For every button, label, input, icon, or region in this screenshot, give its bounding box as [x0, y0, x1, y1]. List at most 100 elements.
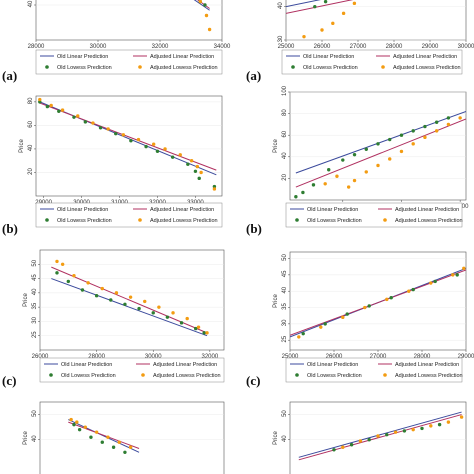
legend-label-old-linear: Old Linear Prediction: [303, 54, 354, 60]
adjusted-lowess-point: [331, 21, 335, 26]
panel-5: 25303540455026000280003000032000DemandPr…: [2, 249, 225, 388]
y-axis-label: Price: [273, 431, 279, 445]
panel-label: (c): [246, 373, 260, 388]
legend-label-adjusted-lowess: Adjusted Lowess Prediction: [150, 65, 218, 71]
adjusted-lowess-point: [388, 157, 392, 161]
y-tick-label: 40: [282, 286, 288, 293]
old-lowess-point: [155, 149, 160, 153]
legend-label-adjusted-lowess: Adjusted Lowess Prediction: [395, 373, 463, 379]
adjusted-lowess-point: [364, 170, 368, 174]
adjusted-lowess-point: [55, 259, 59, 264]
adjusted-lowess-point: [407, 289, 411, 293]
adjusted-lowess-point: [458, 116, 462, 120]
y-tick-label: 80: [282, 109, 288, 116]
old-lowess-point: [55, 271, 59, 275]
old-lowess-point: [341, 158, 345, 162]
adjusted-lowess-point: [341, 315, 345, 320]
panel-label: (a): [2, 68, 17, 83]
y-tick-label: 20: [28, 167, 34, 174]
adjusted-lowess-point: [423, 135, 427, 140]
y-tick-label: 60: [28, 120, 34, 127]
plot-frame: [35, 0, 223, 41]
adjusted-lowess-point: [60, 108, 65, 112]
y-tick-label: 50: [32, 259, 38, 266]
old-lowess-point: [364, 147, 368, 151]
adjusted-lowess-point: [459, 415, 464, 419]
old-lowess-point: [323, 0, 328, 4]
old-lowess-point: [186, 162, 190, 166]
adjusted-lowess-point: [76, 114, 80, 118]
y-tick-label: 30: [278, 35, 284, 42]
x-tick-label: 26000: [326, 354, 343, 360]
old-lowess-point: [349, 443, 354, 447]
y-axis-label: Price: [273, 139, 279, 153]
legend-swatch-adjusted-lowess: [141, 373, 145, 377]
adjusted-lowess-point: [352, 178, 357, 183]
old-lowess-point: [388, 137, 392, 142]
x-tick-label: 27000: [350, 44, 367, 50]
y-tick-label: 40: [282, 152, 288, 159]
old-lowess-point: [411, 287, 415, 292]
adjusted-lowess-point: [319, 325, 323, 329]
plot-area: [51, 259, 209, 337]
old-lowess-point: [399, 133, 404, 137]
y-tick-label: 35: [32, 302, 38, 309]
legend-label-old-lowess: Old Lowess Prediction: [61, 373, 116, 379]
old-lowess-point: [420, 426, 424, 431]
adjusted-lowess-point: [196, 325, 201, 329]
plot-area: [68, 417, 140, 454]
old-lowess-point: [323, 322, 327, 326]
y-tick-label: 45: [32, 274, 38, 281]
y-tick-label: 50: [282, 410, 288, 417]
old-lowess-point: [193, 169, 198, 173]
adjusted-lowess-point: [83, 425, 87, 429]
adjusted-lowess-point: [128, 295, 133, 299]
legend-label-old-lowess: Old Lowess Prediction: [307, 218, 362, 224]
x-tick-label: 28000: [88, 354, 105, 360]
old-lowess-point: [437, 422, 442, 427]
old-lowess-point: [100, 440, 104, 444]
adjusted-lowess-point: [185, 316, 189, 321]
old-lowess-point: [434, 120, 439, 124]
old-lowess-point: [114, 131, 118, 136]
old-lowess-point: [123, 450, 127, 454]
legend-box: [35, 49, 223, 75]
old-lowess-point: [77, 427, 82, 432]
adjusted-lowess-point: [128, 445, 133, 449]
adjusted-lowess-point: [446, 420, 451, 424]
old-lowess-point: [98, 126, 103, 130]
adjusted-linear-line: [68, 421, 140, 449]
x-tick-label: 34000: [214, 44, 231, 50]
x-tick-label: 26000: [314, 44, 331, 50]
y-tick-label: 35: [282, 303, 288, 310]
legend-label-old-linear: Old Linear Prediction: [57, 207, 108, 213]
panel-8: 40 50 Price: [273, 401, 467, 474]
adjusted-lowess-point: [106, 435, 110, 439]
y-axis-label: Price: [19, 139, 25, 153]
adjusted-lowess-point: [352, 1, 357, 6]
x-tick-label: 30000: [90, 44, 107, 50]
old-lowess-point: [203, 3, 207, 7]
legend-swatch-old-lowess: [45, 65, 49, 69]
legend-label-adjusted-linear: Adjusted Linear Prediction: [150, 54, 214, 60]
y-tick-label: 40: [28, 144, 34, 151]
old-linear-line: [68, 419, 140, 453]
old-lowess-point: [376, 142, 380, 146]
adjusted-lowess-point: [49, 103, 53, 108]
adjusted-lowess-point: [393, 430, 398, 434]
panel-3: 204060802900030000310003200033000DemandP…: [2, 95, 223, 236]
adjusted-lowess-point: [346, 185, 351, 189]
adjusted-lowess-point: [341, 445, 345, 449]
adjusted-lowess-point: [114, 291, 119, 295]
x-tick-label: 28000: [414, 354, 431, 360]
panel-7: 40 50 Price: [23, 401, 225, 474]
legend-box: [281, 49, 463, 75]
adjusted-lowess-point: [323, 182, 327, 186]
legend-swatch-old-lowess: [45, 218, 49, 222]
old-lowess-point: [72, 422, 76, 427]
adjusted-lowess-point: [376, 434, 380, 438]
adjusted-lowess-point: [178, 153, 182, 157]
legend-box: [39, 357, 225, 383]
old-lowess-point: [94, 294, 99, 298]
plot-area: [286, 0, 357, 39]
